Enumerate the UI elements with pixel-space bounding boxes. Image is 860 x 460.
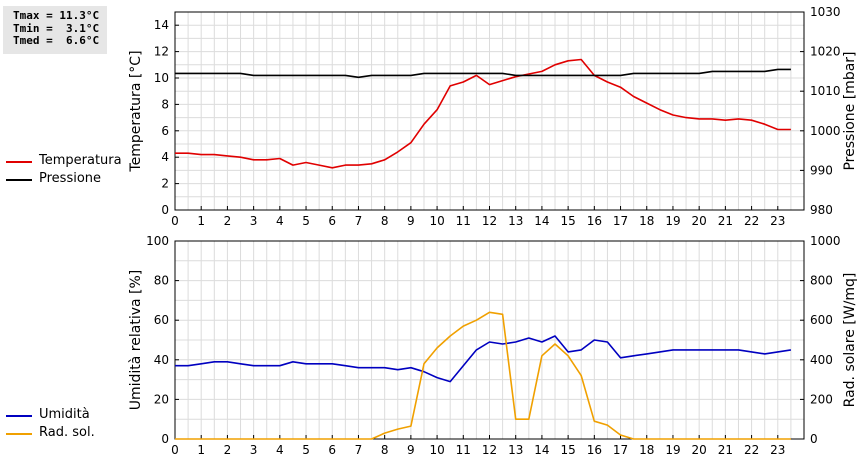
y-left-tick-label: 0 bbox=[161, 203, 169, 217]
tmin-text: Tmin = 3.1°C bbox=[13, 21, 100, 35]
x-tick-label: 5 bbox=[302, 214, 310, 228]
legend-label-pressione: Pressione bbox=[39, 171, 102, 186]
series-line-umidit bbox=[175, 335, 792, 383]
x-tick-label: 17 bbox=[613, 214, 628, 228]
y-right-axis-label: Pressione [mbar] bbox=[842, 51, 858, 170]
x-tick-label: 1 bbox=[197, 214, 205, 228]
legend-swatch-umidita bbox=[6, 415, 32, 417]
x-tick-label: 4 bbox=[276, 443, 284, 457]
x-tick-label: 2 bbox=[224, 214, 232, 228]
y-left-tick-label: 0 bbox=[161, 432, 169, 446]
x-tick-label: 14 bbox=[534, 214, 549, 228]
x-tick-label: 11 bbox=[456, 214, 471, 228]
x-tick-label: 16 bbox=[587, 214, 602, 228]
y-left-tick-label: 4 bbox=[161, 150, 169, 164]
x-tick-label: 12 bbox=[482, 214, 497, 228]
x-tick-label: 8 bbox=[381, 443, 389, 457]
x-tick-label: 23 bbox=[770, 443, 785, 457]
stats-box: Tmax = 11.3°C Tmin = 3.1°C Tmed = 6.6°C bbox=[3, 6, 107, 54]
y-right-tick-label: 800 bbox=[810, 274, 833, 288]
y-right-tick-label: 200 bbox=[810, 392, 833, 406]
y-right-tick-label: 980 bbox=[810, 203, 833, 217]
x-tick-label: 17 bbox=[613, 443, 628, 457]
x-tick-label: 13 bbox=[508, 443, 523, 457]
y-left-axis-label: Umidità relativa [%] bbox=[128, 270, 144, 411]
legend-swatch-temperatura bbox=[6, 161, 32, 163]
x-tick-label: 3 bbox=[250, 443, 258, 457]
x-tick-label: 7 bbox=[355, 443, 363, 457]
x-tick-label: 1 bbox=[197, 443, 205, 457]
x-tick-label: 3 bbox=[250, 214, 258, 228]
x-tick-label: 18 bbox=[639, 443, 654, 457]
y-right-tick-label: 1000 bbox=[810, 124, 841, 138]
legend-swatch-rad-sol bbox=[6, 433, 32, 435]
x-tick-label: 10 bbox=[429, 443, 444, 457]
y-left-tick-label: 6 bbox=[161, 124, 169, 138]
x-tick-label: 21 bbox=[718, 443, 733, 457]
chart-panel-2: 0 1 2 3 4 5 6 7 8 9 10 11 12 13 14 15 16 17 18 19 20 21 22 2302… bbox=[128, 234, 858, 457]
y-right-tick-label: 0 bbox=[810, 432, 818, 446]
y-right-tick-label: 1020 bbox=[810, 45, 841, 59]
x-tick-label: 20 bbox=[692, 214, 707, 228]
tmax-text: Tmax = 11.3°C bbox=[13, 9, 100, 22]
x-tick-label: 21 bbox=[718, 214, 733, 228]
legend-label-umidita: Umidità bbox=[39, 407, 90, 422]
x-tick-label: 19 bbox=[665, 443, 680, 457]
series-line-pressione bbox=[175, 68, 791, 79]
legend-swatch-pressione bbox=[6, 179, 32, 181]
y-right-tick-label: 990 bbox=[810, 163, 833, 177]
y-right-axis-label: Rad. solare [W/mq] bbox=[842, 273, 858, 408]
x-tick-label: 11 bbox=[456, 443, 471, 457]
x-tick-label: 23 bbox=[770, 214, 785, 228]
y-left-tick-label: 100 bbox=[146, 234, 169, 248]
y-left-tick-label: 60 bbox=[154, 313, 169, 327]
y-right-tick-label: 600 bbox=[810, 313, 833, 327]
x-tick-label: 19 bbox=[665, 214, 680, 228]
x-tick-label: 15 bbox=[560, 443, 575, 457]
series-line-temperatura bbox=[175, 58, 791, 169]
x-tick-label: 2 bbox=[224, 443, 232, 457]
y-left-tick-label: 80 bbox=[154, 274, 169, 288]
x-tick-label: 22 bbox=[744, 214, 759, 228]
x-tick-label: 16 bbox=[587, 443, 602, 457]
y-right-tick-label: 1030 bbox=[810, 5, 841, 19]
x-tick-label: 15 bbox=[560, 214, 575, 228]
x-tick-label: 9 bbox=[407, 214, 415, 228]
x-tick-label: 7 bbox=[355, 214, 363, 228]
x-tick-label: 12 bbox=[482, 443, 497, 457]
x-tick-label: 20 bbox=[692, 443, 707, 457]
y-left-tick-label: 14 bbox=[154, 18, 169, 32]
legend-label-temperatura: Temperatura bbox=[39, 153, 122, 168]
x-tick-label: 22 bbox=[744, 443, 759, 457]
x-tick-label: 6 bbox=[328, 443, 336, 457]
y-right-tick-label: 1010 bbox=[810, 84, 841, 98]
y-left-axis-label: Temperatura [°C] bbox=[128, 50, 144, 172]
y-right-tick-label: 1000 bbox=[810, 234, 841, 248]
y-left-tick-label: 12 bbox=[154, 45, 169, 59]
y-left-tick-label: 8 bbox=[161, 97, 169, 111]
x-tick-label: 8 bbox=[381, 214, 389, 228]
x-tick-label: 13 bbox=[508, 214, 523, 228]
x-tick-label: 10 bbox=[429, 214, 444, 228]
x-tick-label: 0 bbox=[171, 214, 179, 228]
y-right-tick-label: 400 bbox=[810, 353, 833, 367]
y-left-tick-label: 20 bbox=[154, 392, 169, 406]
x-tick-label: 5 bbox=[302, 443, 310, 457]
series-line-rad-sol bbox=[175, 311, 791, 440]
y-left-tick-label: 10 bbox=[154, 71, 169, 85]
x-tick-label: 6 bbox=[328, 214, 336, 228]
x-tick-label: 9 bbox=[407, 443, 415, 457]
chart-panel-1: 0 1 2 3 4 5 6 7 8 9 10 11 12 13 14 15 16 17 18 19 20 21 22 2302… bbox=[128, 5, 858, 228]
tmed-text: Tmed = 6.6°C bbox=[13, 34, 100, 47]
x-tick-label: 18 bbox=[639, 214, 654, 228]
x-tick-label: 0 bbox=[171, 443, 179, 457]
legend-label-rad-sol: Rad. sol. bbox=[39, 425, 95, 440]
x-tick-label: 14 bbox=[534, 443, 549, 457]
y-left-tick-label: 40 bbox=[154, 353, 169, 367]
y-left-tick-label: 2 bbox=[161, 177, 169, 191]
x-tick-label: 4 bbox=[276, 214, 284, 228]
